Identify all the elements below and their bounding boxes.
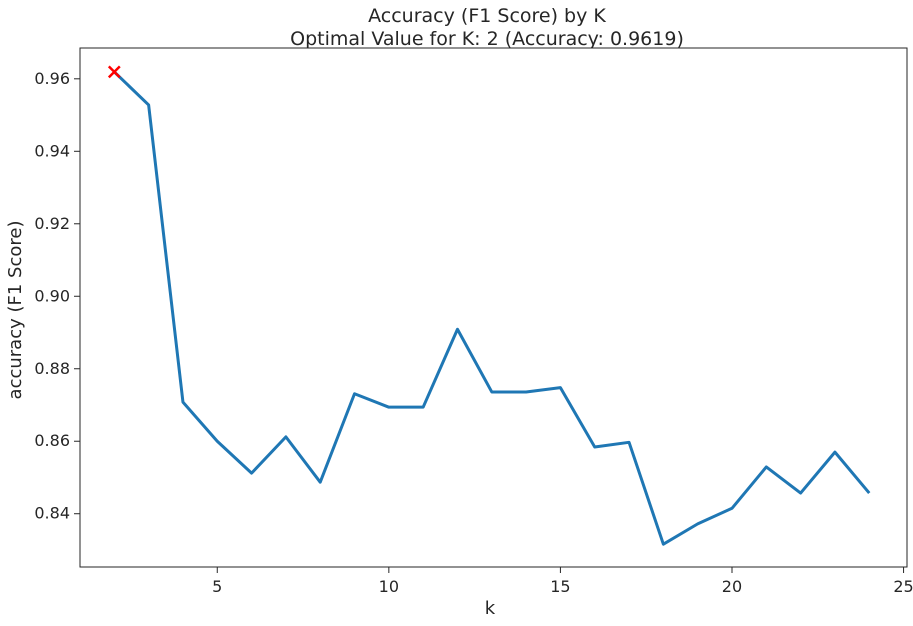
y-tick-label: 0.86 [34,431,70,450]
x-axis-ticks: 5 10 15 20 25 [212,567,913,596]
chart-subtitle: Optimal Value for K: 2 (Accuracy: 0.9619… [290,28,684,50]
y-tick-label: 0.96 [34,69,70,88]
x-tick-label: 15 [550,577,570,596]
x-axis-label: k [485,598,496,619]
marker-layer [107,65,121,79]
plot-area [79,47,908,568]
y-tick-label: 0.84 [34,504,70,523]
y-axis-ticks: 0.84 0.86 0.88 0.90 0.92 0.94 0.96 [34,69,80,523]
x-tick-label: 10 [379,577,399,596]
x-tick-label: 5 [212,577,222,596]
y-axis-label: accuracy (F1 Score) [5,221,26,400]
chart-title: Accuracy (F1 Score) by K [368,5,606,27]
y-tick-label: 0.88 [34,359,70,378]
x-tick-label: 20 [722,577,742,596]
optimal-marker-stroke [107,65,121,79]
y-tick-label: 0.94 [34,141,70,160]
series-layer [113,70,871,546]
y-tick-label: 0.92 [34,214,70,233]
y-tick-label: 0.90 [34,286,70,305]
x-tick-label: 25 [893,577,913,596]
optimal-k-marker [107,65,121,79]
series-line [113,70,871,546]
